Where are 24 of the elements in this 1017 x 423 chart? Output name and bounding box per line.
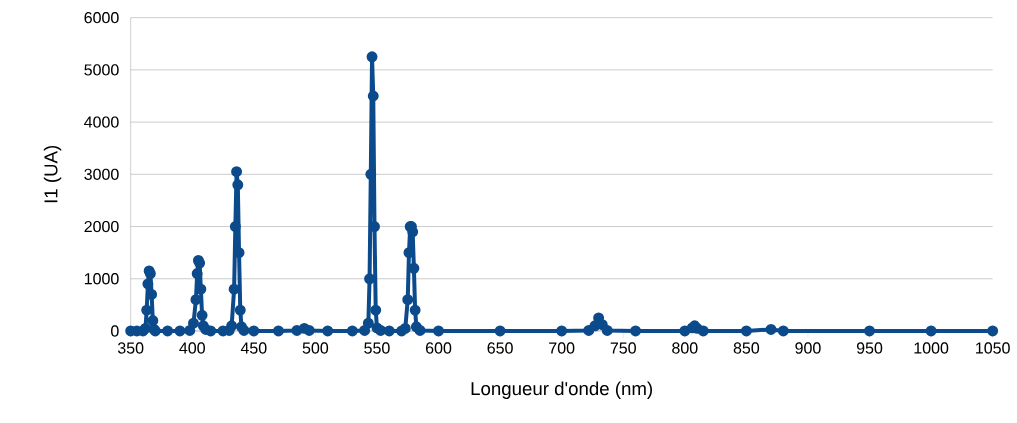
x-tick-label: 350 (117, 342, 144, 354)
x-tick-label: 1000 (914, 342, 949, 354)
x-tick-label: 400 (179, 342, 205, 354)
x-tick-label: 650 (487, 342, 513, 354)
y-tick-label: 4000 (84, 116, 119, 128)
y-tick-label: 5000 (84, 64, 119, 76)
x-axis-title: Longueur d'onde (nm) (471, 381, 653, 399)
x-tick-label: 750 (610, 342, 636, 354)
x-tick-label: 500 (302, 342, 329, 354)
y-tick-label: 0 (111, 325, 119, 337)
x-tick-label: 450 (240, 342, 267, 354)
x-tick-label: 950 (856, 342, 883, 354)
y-tick-label: 3000 (84, 168, 119, 180)
y-axis-title: I1 (UA) (43, 145, 62, 203)
x-tick-label: 550 (364, 342, 390, 354)
x-tick-label: 600 (426, 342, 452, 354)
x-tick-label: 900 (795, 342, 821, 354)
x-tick-label: 700 (549, 342, 575, 354)
x-tick-label: 1050 (976, 342, 1010, 354)
y-tick-label: 1000 (84, 273, 119, 285)
y-tick-label: 6000 (84, 12, 119, 24)
x-tick-label: 800 (672, 342, 698, 354)
y-tick-label: 2000 (84, 220, 119, 233)
x-tick-label: 850 (733, 342, 760, 354)
